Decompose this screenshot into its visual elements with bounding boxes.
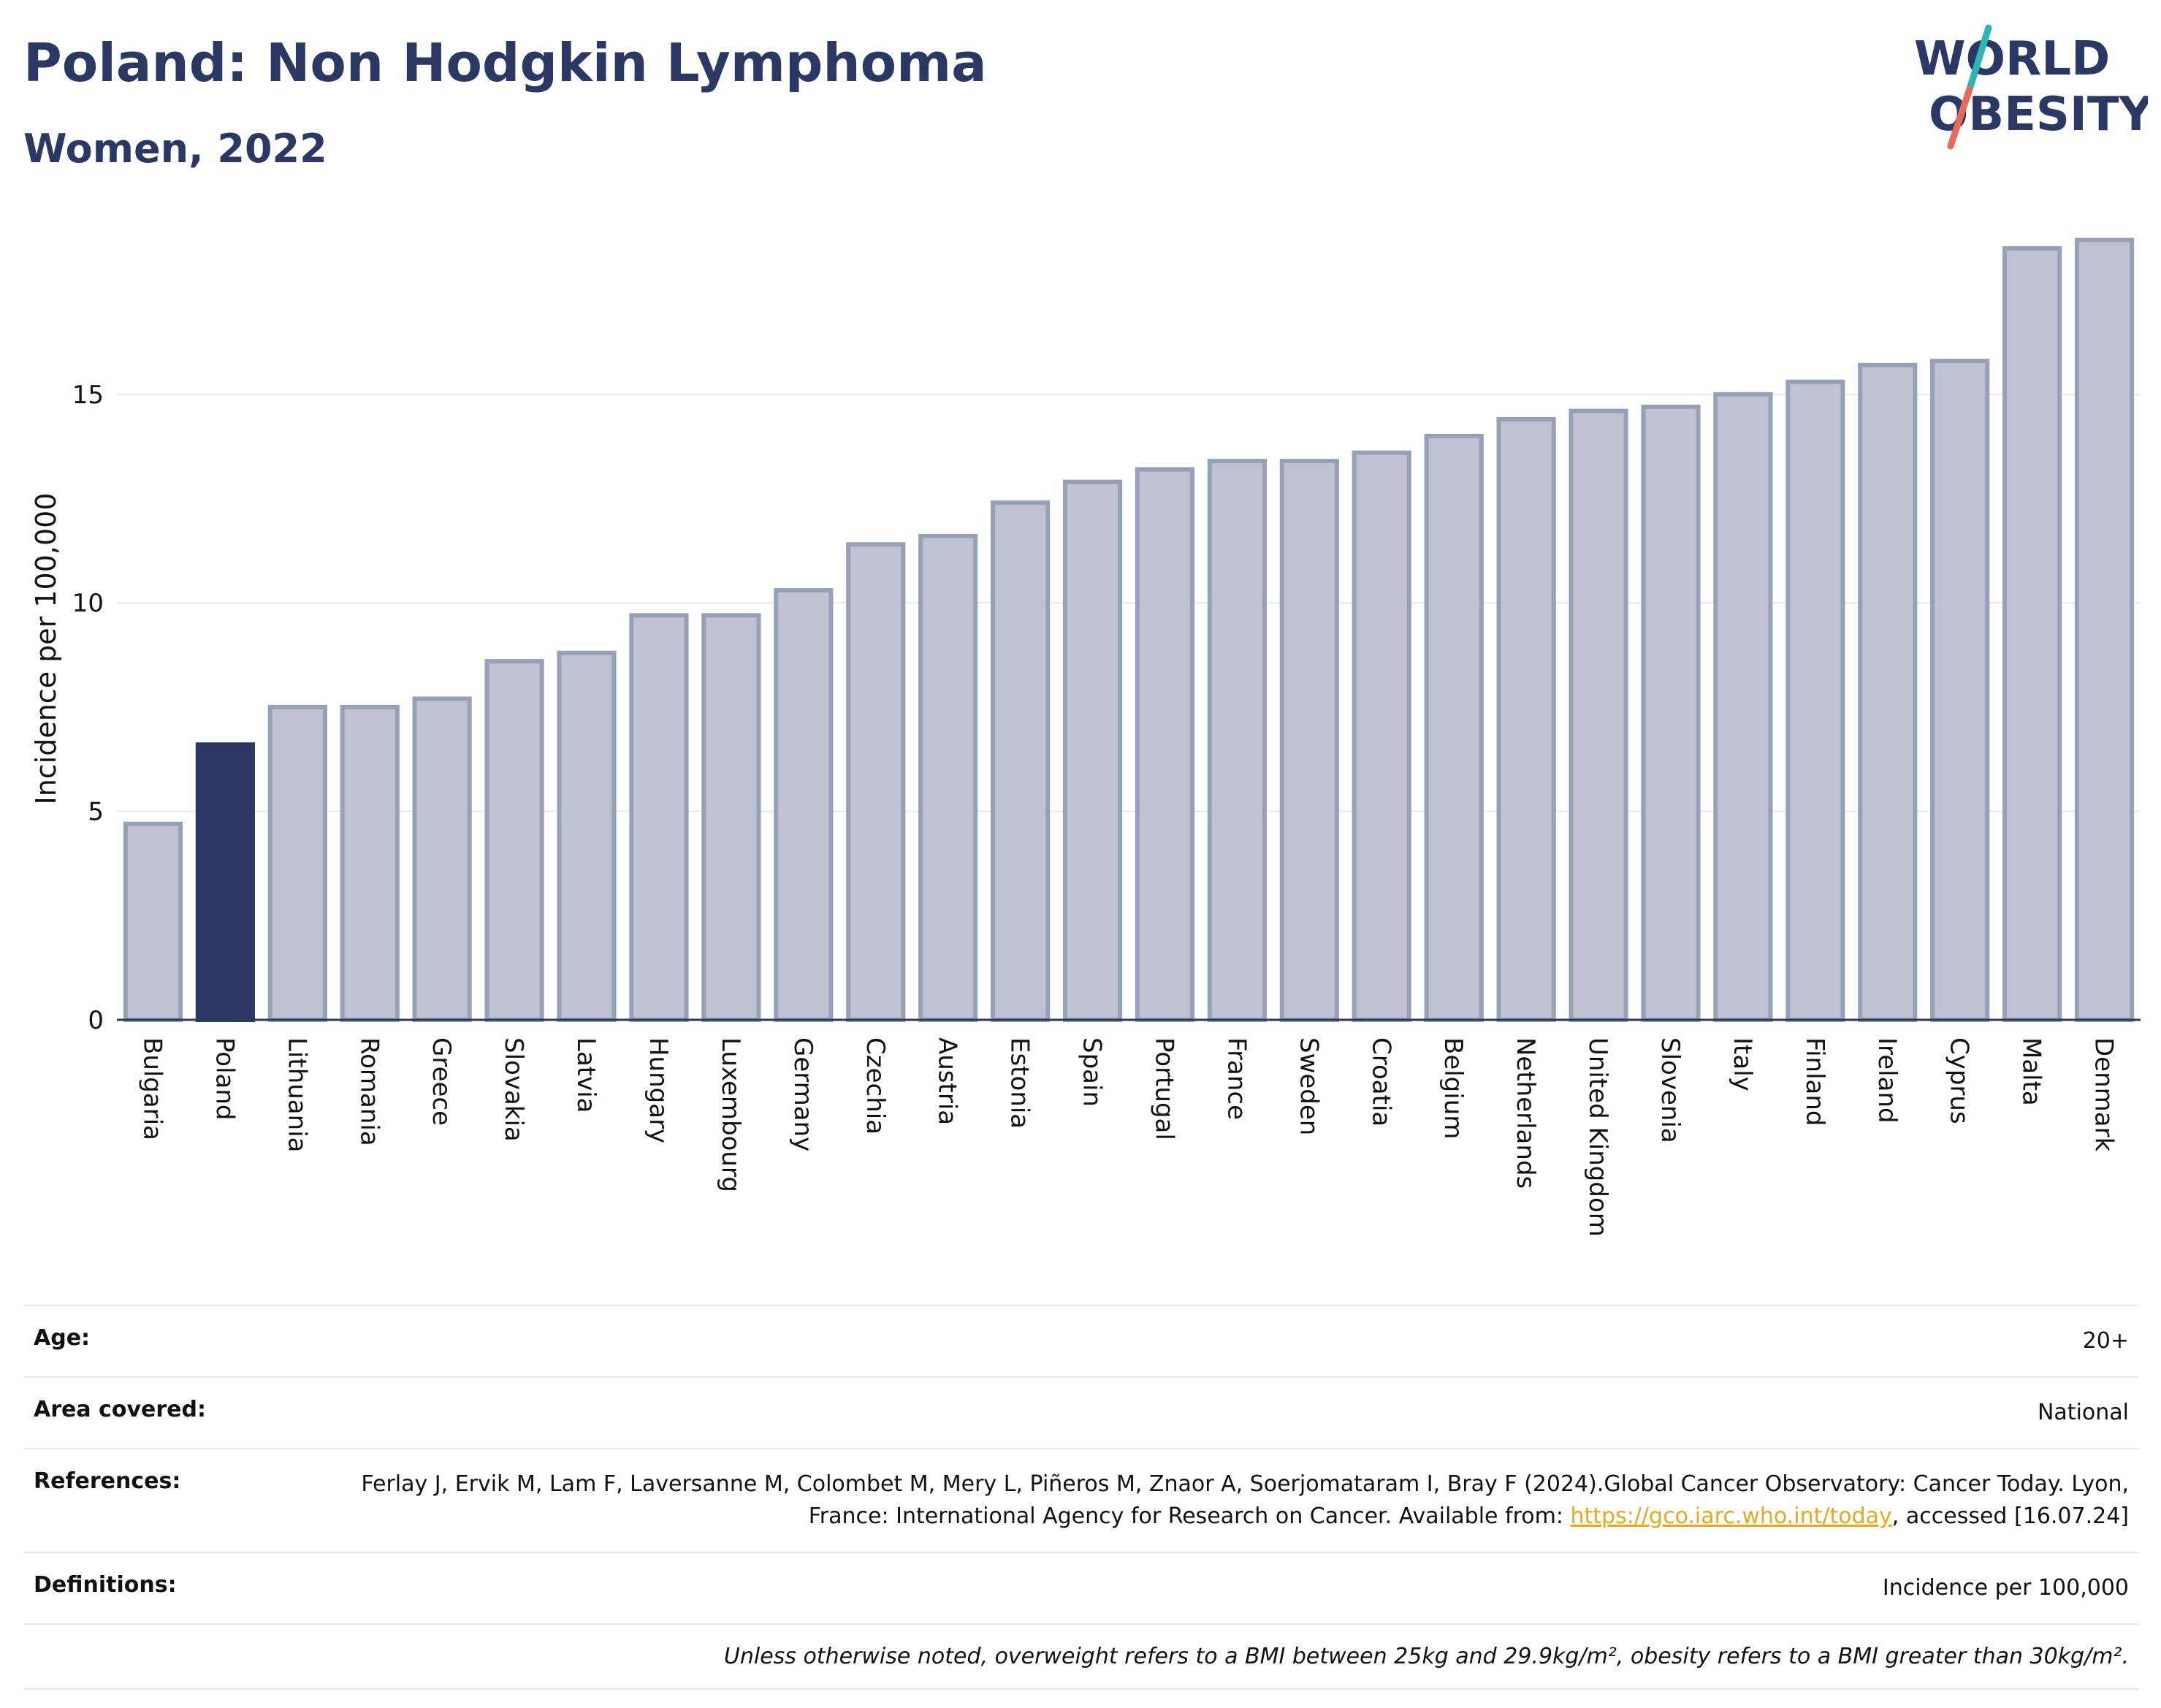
bar-italy: [1713, 392, 1773, 1022]
info-row-note: Unless otherwise noted, overweight refer…: [23, 1623, 2139, 1690]
bar-portugal: [1135, 467, 1195, 1022]
x-tick-label: Malta: [2017, 1037, 2046, 1106]
x-tick-label: Croatia: [1366, 1037, 1395, 1126]
x-tick-label: Germany: [788, 1037, 817, 1151]
bar-netherlands: [1496, 417, 1556, 1022]
bar-estonia: [991, 500, 1051, 1022]
chart-subtitle: Women, 2022: [23, 126, 327, 172]
logo-graphic: WORLD OBESITY: [1914, 24, 2153, 150]
x-tick-label: Latvia: [571, 1037, 601, 1113]
bmi-note: Unless otherwise noted, overweight refer…: [723, 1644, 2129, 1669]
bar-chart: 0 5 10 15 Bulgaria Poland Lithuania Romania Gre…: [30, 237, 2141, 1237]
references-value: Ferlay J, Ervik M, Lam F, Laversanne M, …: [302, 1468, 2129, 1533]
bar-sweden: [1279, 459, 1339, 1022]
x-tick-label: United Kingdom: [1583, 1037, 1612, 1237]
logo-slash-top: [1966, 24, 1992, 93]
info-row-age: Age: 20+: [23, 1305, 2139, 1376]
bar-finland: [1785, 379, 1845, 1022]
x-tick-label: Belgium: [1438, 1037, 1468, 1139]
y-tick-label: 15: [72, 381, 104, 410]
x-tick-label: Bulgaria: [137, 1037, 167, 1140]
chart-title: Poland: Non Hodgkin Lymphoma: [23, 32, 987, 94]
bar-hungary: [629, 613, 689, 1022]
bar-ireland: [1858, 362, 1918, 1022]
bar-latvia: [557, 650, 617, 1023]
x-tick-label: France: [1221, 1037, 1251, 1120]
info-row-definitions: Definitions: Incidence per 100,000: [23, 1552, 2139, 1623]
x-tick-label: Poland: [210, 1037, 239, 1121]
y-tick-label: 10: [72, 589, 104, 618]
bar-poland: [195, 742, 255, 1022]
area-value: National: [2037, 1400, 2129, 1425]
x-tick-label: Estonia: [1005, 1037, 1034, 1129]
bar-czechia: [846, 542, 906, 1022]
x-tick-label: Spain: [1078, 1037, 1107, 1107]
definitions-label: Definitions:: [34, 1572, 177, 1598]
age-label: Age:: [34, 1325, 91, 1351]
logo-line-1: WORLD: [1914, 32, 2110, 86]
x-tick-label: Hungary: [644, 1037, 673, 1143]
references-label: References:: [34, 1468, 181, 1494]
x-tick-label: Sweden: [1294, 1037, 1323, 1135]
bar-germany: [774, 588, 834, 1022]
world-obesity-logo: WORLD OBESITY: [1899, 22, 2153, 153]
x-tick-label: Lithuania: [282, 1037, 311, 1152]
age-value: 20+: [2082, 1328, 2129, 1354]
bar-slovakia: [484, 659, 544, 1022]
y-axis-ticks: 0 5 10 15: [72, 381, 104, 1035]
references-text-1: Ferlay J, Ervik M, Lam F, Laversanne M, …: [361, 1471, 2129, 1529]
info-row-area: Area covered: National: [23, 1376, 2139, 1448]
bar-romania: [340, 704, 400, 1022]
y-tick-label: 0: [88, 1006, 104, 1035]
x-tick-label: Romania: [354, 1037, 384, 1146]
bar-croatia: [1352, 450, 1411, 1022]
x-tick-label: Finland: [1800, 1037, 1829, 1126]
bars-group: [123, 237, 2135, 1023]
x-tick-label: Netherlands: [1511, 1037, 1540, 1189]
bar-spain: [1062, 479, 1123, 1022]
bar-luxembourg: [701, 613, 761, 1022]
y-tick-label: 5: [88, 798, 104, 827]
references-link[interactable]: https://gco.iarc.who.int/today: [1570, 1503, 1892, 1529]
x-tick-label: Austria: [933, 1037, 962, 1125]
bar-greece: [412, 696, 472, 1022]
bar-united-kingdom: [1569, 408, 1628, 1022]
bar-cyprus: [1930, 359, 1990, 1023]
x-axis-ticks: Bulgaria Poland Lithuania Romania Greece Slov…: [137, 1037, 2118, 1237]
bar-lithuania: [267, 704, 327, 1022]
info-table: Age: 20+ Area covered: National Referenc…: [23, 1305, 2139, 1690]
x-tick-label: Denmark: [2089, 1037, 2119, 1152]
bar-austria: [918, 533, 978, 1022]
x-tick-label: Ireland: [1872, 1037, 1902, 1124]
x-tick-label: Slovakia: [499, 1037, 528, 1142]
x-tick-label: Greece: [427, 1037, 456, 1126]
references-text-2: , accessed [16.07.24]: [1891, 1503, 2129, 1529]
area-label: Area covered:: [34, 1397, 206, 1422]
bar-malta: [2002, 245, 2062, 1022]
bar-bulgaria: [123, 821, 183, 1023]
y-axis-title: Incidence per 100,000: [30, 492, 62, 804]
x-tick-label: Italy: [1728, 1037, 1757, 1091]
bar-slovenia: [1641, 404, 1701, 1022]
bar-belgium: [1424, 433, 1484, 1022]
info-row-references: References: Ferlay J, Ervik M, Lam F, La…: [23, 1448, 2139, 1552]
bar-france: [1207, 459, 1267, 1022]
x-tick-label: Luxembourg: [716, 1037, 745, 1192]
x-tick-label: Slovenia: [1655, 1037, 1685, 1143]
logo-slash-bottom: [1947, 85, 1973, 150]
x-tick-label: Portugal: [1149, 1037, 1178, 1140]
bar-denmark: [2074, 237, 2135, 1023]
definitions-value: Incidence per 100,000: [1882, 1575, 2129, 1601]
x-tick-label: Czechia: [861, 1037, 890, 1135]
x-tick-label: Cyprus: [1945, 1037, 1974, 1124]
